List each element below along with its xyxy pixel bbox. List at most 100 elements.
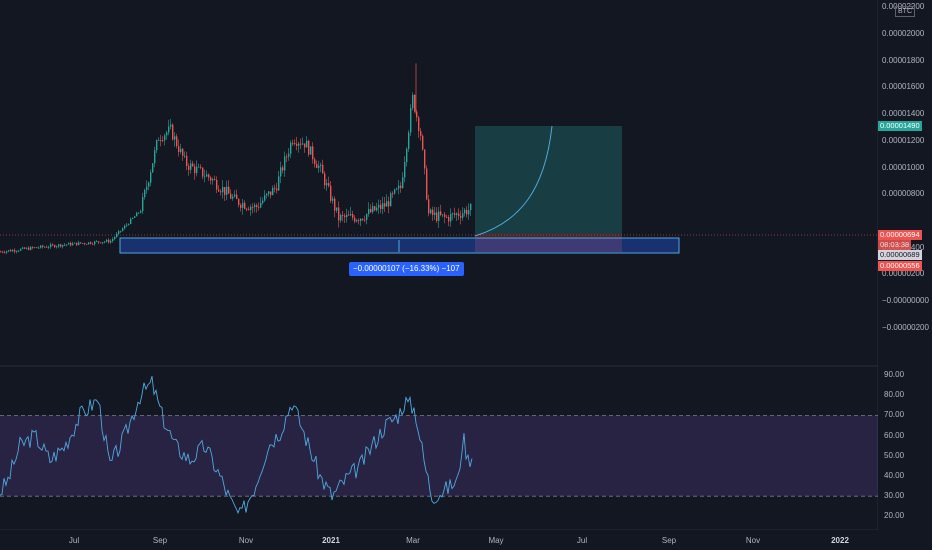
- candle-body: [118, 231, 120, 234]
- candle-body: [166, 132, 168, 136]
- candle-body: [304, 143, 306, 148]
- candle-body: [322, 164, 324, 174]
- candle-body: [398, 185, 400, 189]
- candle-body: [266, 193, 268, 196]
- candle-body: [318, 165, 320, 168]
- candle-body: [432, 209, 434, 216]
- rsi-line: [0, 375, 473, 515]
- candle-body: [174, 136, 176, 140]
- candle-body: [300, 143, 302, 145]
- candle-body: [288, 153, 290, 157]
- candle-body: [70, 242, 72, 246]
- candle-body: [336, 207, 338, 211]
- grid: [0, 0, 878, 530]
- candle-body: [240, 204, 242, 208]
- candle-body: [12, 250, 14, 252]
- candle-body: [438, 211, 440, 221]
- rsi-indicator: [0, 375, 878, 515]
- candle-body: [84, 243, 86, 245]
- candle-body: [96, 241, 98, 243]
- candle-body: [92, 243, 94, 245]
- candle-body: [74, 242, 76, 244]
- candle-body: [456, 213, 458, 215]
- candle-body: [326, 183, 328, 186]
- candle-body: [172, 124, 174, 140]
- candle-body: [28, 247, 30, 250]
- candle-body: [10, 250, 12, 252]
- price-tick-label: 0.00001600: [882, 82, 925, 92]
- price-chart[interactable]: [0, 0, 878, 530]
- candle-body: [102, 242, 104, 244]
- candle-body: [68, 242, 70, 245]
- candle-body: [428, 199, 430, 214]
- candle-body: [182, 148, 184, 156]
- candle-body: [136, 212, 138, 217]
- candle-body: [132, 217, 134, 219]
- candle-body: [352, 214, 354, 218]
- candle-body: [446, 217, 448, 218]
- candle-body: [324, 173, 326, 186]
- candle-body: [416, 111, 418, 118]
- candle-body: [250, 206, 252, 210]
- candle-body: [388, 201, 390, 207]
- measure-tooltip: −0.00000107 (−16.33%) −107: [349, 262, 464, 276]
- candle-body: [282, 167, 284, 171]
- candle-body: [310, 146, 312, 155]
- candle-body: [386, 201, 388, 207]
- candle-body: [20, 248, 22, 251]
- drawing-zones: [0, 125, 878, 254]
- candle-body: [332, 198, 334, 201]
- candle-body: [14, 250, 16, 252]
- time-tick-label: Sep: [661, 536, 677, 545]
- candle-body: [314, 159, 316, 165]
- candle-body: [408, 132, 410, 149]
- candle-body: [264, 195, 266, 201]
- candle-body: [24, 247, 26, 249]
- candle-body: [354, 217, 356, 222]
- countdown-badge: 08:03:38: [878, 240, 912, 250]
- candle-body: [100, 242, 102, 244]
- stop-price-badge: 0.00000556: [878, 261, 922, 271]
- candle-body: [376, 207, 378, 211]
- candle-body: [302, 143, 304, 145]
- candle-body: [206, 174, 208, 177]
- candle-body: [470, 203, 472, 211]
- rsi-tick-label: 60.00: [884, 430, 905, 440]
- candle-body: [106, 239, 108, 242]
- candle-body: [316, 164, 318, 168]
- candle-body: [26, 247, 28, 249]
- candle-body: [460, 216, 462, 218]
- candle-body: [150, 172, 152, 183]
- candle-body: [356, 220, 358, 222]
- candle-body: [274, 187, 276, 189]
- target-zone: [475, 126, 622, 234]
- candle-body: [238, 199, 240, 205]
- candle-body: [448, 217, 450, 222]
- candle-body: [364, 219, 366, 221]
- time-tick-label: Nov: [745, 536, 761, 545]
- price-tick-label: 0.00000800: [882, 189, 925, 199]
- candle-body: [110, 240, 112, 243]
- candle-body: [444, 214, 446, 218]
- candle-body: [44, 246, 46, 248]
- price-tick-label: −0.00000200: [882, 322, 929, 332]
- candle-body: [4, 252, 6, 254]
- candle-body: [204, 176, 206, 178]
- time-axis[interactable]: Jul Sep Nov 2021 Mar May Jul Sep Nov 2022: [0, 530, 932, 550]
- chart-area[interactable]: −0.00000107 (−16.33%) −107: [0, 0, 878, 530]
- candle-body: [256, 205, 258, 207]
- candle-body: [290, 142, 292, 154]
- candle-body: [200, 166, 202, 168]
- candle-body: [154, 150, 156, 164]
- candle-body: [424, 149, 426, 169]
- entry-price-badge: 0.00000689: [878, 250, 922, 260]
- candle-body: [88, 242, 90, 245]
- candle-body: [328, 183, 330, 186]
- candle-body: [430, 209, 432, 214]
- currency-badge: BTC: [895, 6, 915, 17]
- rsi-tick-label: 50.00: [884, 450, 905, 460]
- candle-body: [156, 140, 158, 151]
- candle-body: [190, 163, 192, 170]
- candle-body: [308, 140, 310, 155]
- candle-body: [76, 242, 78, 246]
